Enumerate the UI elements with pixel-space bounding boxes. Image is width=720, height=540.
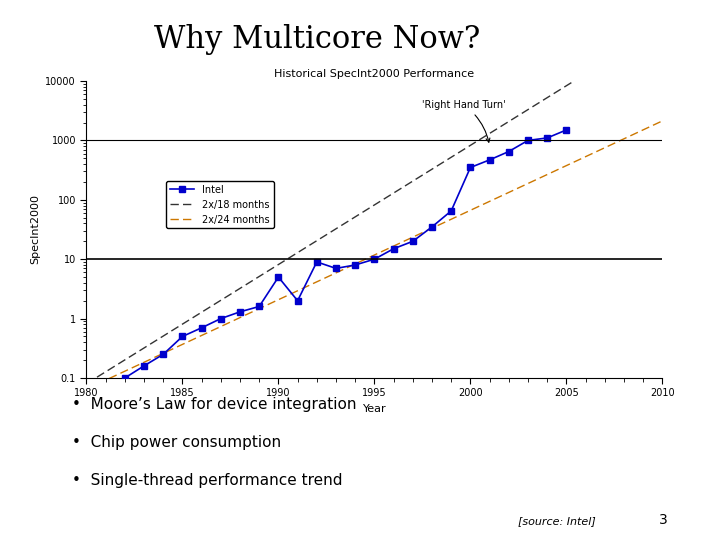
Text: •  Single-thread performance trend: • Single-thread performance trend (72, 472, 343, 488)
2x/18 months (435, 161, 444, 168)
Intel (447, 208, 456, 214)
Intel (235, 308, 244, 315)
2x/24 months (604, 143, 613, 149)
Intel (466, 164, 474, 171)
Intel (505, 148, 513, 155)
2x/24 months (423, 227, 432, 234)
Text: •  Moore’s Law for device integration: • Moore’s Law for device integration (72, 397, 356, 412)
Intel (370, 256, 379, 262)
2x/18 months (604, 56, 613, 63)
Intel (543, 134, 552, 141)
X-axis label: Year: Year (363, 404, 386, 414)
2x/24 months (82, 386, 91, 393)
Intel (120, 375, 129, 381)
Title: Historical SpecInt2000 Performance: Historical SpecInt2000 Performance (274, 69, 474, 79)
Intel (390, 246, 398, 252)
Legend: Intel, 2x/18 months, 2x/24 months: Intel, 2x/18 months, 2x/24 months (166, 181, 274, 228)
2x/18 months (425, 167, 433, 174)
Intel (274, 274, 283, 280)
Text: [source: Intel]: [source: Intel] (518, 516, 596, 526)
2x/18 months (658, 23, 667, 29)
Line: Intel: Intel (122, 127, 570, 381)
Intel (485, 157, 494, 163)
Text: 'Right Hand Turn': 'Right Hand Turn' (423, 100, 506, 142)
Intel (351, 262, 359, 268)
2x/18 months (423, 169, 432, 176)
Text: 3: 3 (659, 512, 667, 526)
Intel (159, 351, 168, 357)
Text: Why Multicore Now?: Why Multicore Now? (153, 24, 480, 55)
Intel (332, 265, 341, 272)
Intel (523, 137, 532, 144)
Intel (178, 333, 186, 340)
Text: •  Chip power consumption: • Chip power consumption (72, 435, 281, 450)
Intel (197, 325, 206, 331)
2x/24 months (84, 385, 93, 392)
2x/24 months (425, 226, 433, 233)
2x/24 months (435, 222, 444, 228)
Line: 2x/18 months: 2x/18 months (86, 26, 662, 384)
Intel (408, 238, 417, 245)
Intel (312, 259, 321, 265)
Intel (293, 298, 302, 304)
Intel (140, 363, 148, 369)
2x/18 months (82, 381, 91, 387)
2x/24 months (658, 118, 667, 124)
2x/24 months (567, 160, 576, 166)
2x/18 months (567, 79, 576, 85)
Intel (255, 303, 264, 310)
Intel (562, 127, 571, 133)
Line: 2x/24 months: 2x/24 months (86, 121, 662, 389)
Intel (217, 315, 225, 322)
2x/18 months (84, 379, 93, 386)
Y-axis label: SpecInt2000: SpecInt2000 (30, 194, 40, 265)
Intel (428, 224, 436, 230)
